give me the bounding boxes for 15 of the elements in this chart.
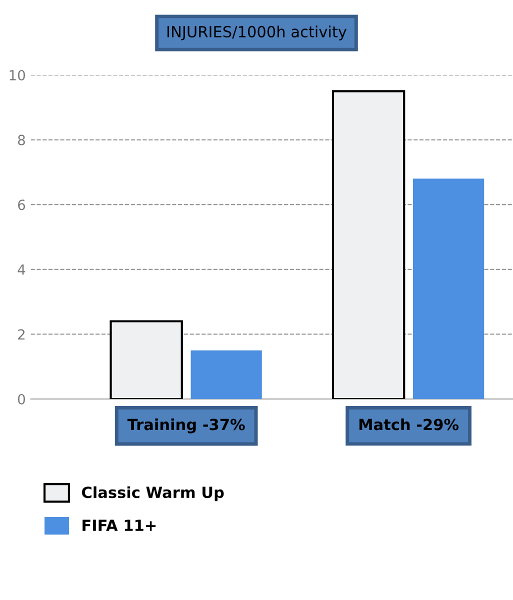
bar <box>110 320 183 399</box>
bar <box>413 178 484 399</box>
y-tick-label: 10 <box>10 70 25 80</box>
y-tick-label: 6 <box>18 200 26 210</box>
y-tick-label: 0 <box>18 394 25 404</box>
y-tick-label: 8 <box>18 134 25 146</box>
y-tick-label: 4 <box>18 264 26 275</box>
chart-title: INJURIES/1000h activity <box>168 26 347 40</box>
legend-label: FIFA 11+ <box>82 520 156 531</box>
x-tick-label: Match -29% <box>359 418 459 430</box>
y-tick-label: 2 <box>18 329 25 340</box>
bar <box>332 90 406 399</box>
legend-label: Classic Warm Up <box>82 486 224 502</box>
x-tick-label: Training -37% <box>127 418 245 434</box>
bar <box>190 350 262 399</box>
